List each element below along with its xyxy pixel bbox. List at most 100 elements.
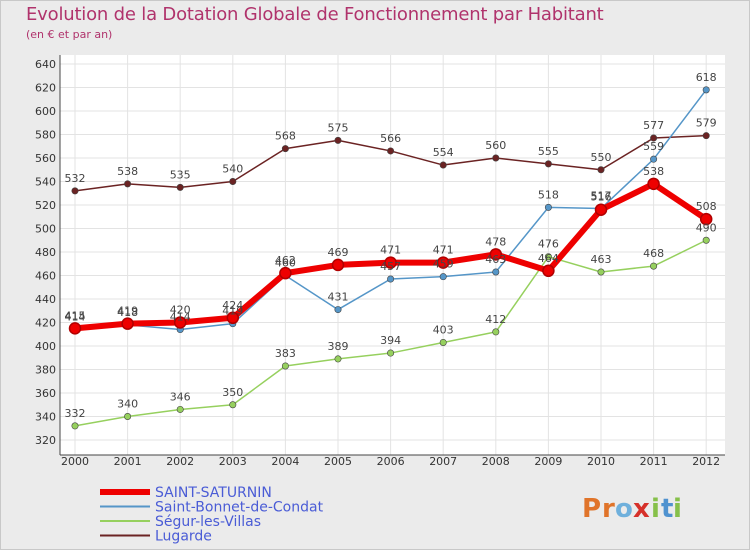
data-point-s-gur-les-villas [281, 362, 289, 370]
data-point-saint-saturnin [279, 266, 292, 280]
y-tick-label: 540 [35, 176, 56, 189]
data-label-saint-saturnin: 420 [170, 304, 191, 317]
data-label-saint-saturnin: 419 [117, 305, 138, 318]
y-tick-label: 580 [35, 129, 56, 142]
x-tick-label: 2008 [482, 455, 510, 468]
plot-area [60, 55, 725, 455]
y-tick-label: 400 [35, 340, 56, 353]
data-label-lugarde: 575 [328, 121, 349, 134]
data-label-s-gur-les-villas: 412 [485, 313, 506, 326]
data-label-saint-bonnet-de-condat: 518 [538, 188, 559, 201]
data-point-saint-saturnin [226, 311, 240, 325]
data-label-saint-saturnin: 516 [591, 191, 612, 204]
x-tick-label: 2009 [534, 455, 562, 468]
data-point-s-gur-les-villas [544, 253, 552, 261]
logo-letter: P [582, 494, 601, 524]
x-tick-label: 2010 [587, 455, 615, 468]
data-label-lugarde: 568 [275, 130, 296, 143]
chart-title: Evolution de la Dotation Globale de Fonc… [26, 4, 604, 25]
data-point-saint-bonnet-de-condat [439, 273, 447, 281]
data-point-lugarde [544, 160, 552, 168]
y-tick-label: 480 [35, 246, 56, 259]
data-label-saint-bonnet-de-condat: 463 [485, 253, 506, 266]
y-tick-label: 340 [35, 411, 56, 424]
data-point-saint-saturnin [542, 264, 555, 278]
data-label-lugarde: 577 [643, 119, 664, 132]
logo-letter: x [633, 494, 650, 524]
data-label-s-gur-les-villas: 340 [117, 398, 138, 411]
data-point-lugarde [334, 136, 342, 144]
data-point-lugarde [439, 161, 447, 169]
data-point-saint-saturnin [699, 212, 713, 226]
data-label-saint-bonnet-de-condat: 457 [380, 260, 401, 273]
data-point-lugarde [229, 178, 237, 186]
data-label-saint-saturnin: 538 [643, 165, 664, 178]
x-tick-label: 2006 [377, 455, 405, 468]
data-label-saint-saturnin: 464 [538, 252, 559, 265]
data-label-s-gur-les-villas: 383 [275, 347, 296, 360]
y-tick-label: 420 [35, 317, 56, 330]
data-label-saint-saturnin: 469 [328, 246, 349, 259]
logo-letter: i [651, 494, 660, 524]
data-point-lugarde [597, 166, 605, 174]
data-point-s-gur-les-villas [439, 338, 447, 346]
y-tick-label: 380 [35, 364, 56, 377]
data-point-saint-bonnet-de-condat [544, 203, 552, 211]
x-tick-label: 2007 [429, 455, 457, 468]
logo-letter: t [661, 494, 673, 524]
x-tick-label: 2004 [271, 455, 299, 468]
data-label-lugarde: 550 [591, 151, 612, 164]
data-label-saint-bonnet-de-condat: 559 [643, 140, 664, 153]
y-tick-label: 360 [35, 387, 56, 400]
logo-letter: o [615, 494, 633, 524]
data-point-lugarde [71, 187, 79, 195]
data-label-s-gur-les-villas: 394 [380, 334, 401, 347]
data-point-saint-saturnin [489, 248, 503, 261]
data-point-s-gur-les-villas [702, 236, 710, 244]
data-point-saint-saturnin [331, 258, 345, 272]
data-point-saint-bonnet-de-condat [650, 155, 658, 163]
data-label-saint-bonnet-de-condat: 459 [433, 258, 454, 271]
data-label-lugarde: 532 [65, 172, 86, 185]
data-label-saint-bonnet-de-condat: 460 [275, 257, 296, 270]
data-label-lugarde: 579 [696, 117, 717, 130]
y-tick-label: 460 [35, 270, 56, 283]
data-label-s-gur-les-villas: 463 [591, 253, 612, 266]
data-label-s-gur-les-villas: 476 [538, 238, 559, 251]
data-point-saint-bonnet-de-condat [492, 268, 500, 276]
data-point-saint-saturnin [384, 256, 397, 269]
legend-label-s-gur-les-villas: Ségur-les-Villas [155, 514, 261, 530]
legend-label-lugarde: Lugarde [155, 529, 212, 545]
data-label-s-gur-les-villas: 389 [328, 340, 349, 353]
data-label-saint-saturnin: 471 [380, 244, 401, 257]
data-point-s-gur-les-villas [176, 405, 184, 413]
data-label-s-gur-les-villas: 403 [433, 323, 454, 336]
data-point-saint-saturnin [68, 322, 82, 335]
data-label-s-gur-les-villas: 468 [643, 247, 664, 260]
x-tick-label: 2003 [219, 455, 247, 468]
data-label-saint-bonnet-de-condat: 618 [696, 71, 717, 84]
x-tick-label: 2012 [692, 455, 720, 468]
data-point-lugarde [124, 180, 132, 188]
data-label-s-gur-les-villas: 350 [222, 386, 243, 399]
data-point-lugarde [702, 132, 710, 140]
data-point-s-gur-les-villas [597, 268, 605, 276]
data-point-lugarde [176, 183, 184, 191]
y-tick-label: 560 [35, 152, 56, 165]
data-label-lugarde: 555 [538, 145, 559, 158]
logo-letter: r [602, 494, 615, 524]
data-label-saint-saturnin: 478 [485, 235, 506, 248]
x-tick-label: 2002 [166, 455, 194, 468]
y-tick-label: 640 [35, 58, 56, 71]
data-label-saint-bonnet-de-condat: 431 [328, 291, 349, 304]
data-point-saint-saturnin [647, 177, 660, 191]
data-label-lugarde: 540 [222, 163, 243, 176]
data-point-s-gur-les-villas [124, 412, 132, 420]
data-point-saint-saturnin [436, 256, 450, 269]
data-label-saint-saturnin: 424 [222, 299, 243, 312]
data-point-lugarde [650, 134, 658, 142]
data-point-saint-bonnet-de-condat [702, 86, 710, 94]
data-label-lugarde: 560 [485, 139, 506, 152]
